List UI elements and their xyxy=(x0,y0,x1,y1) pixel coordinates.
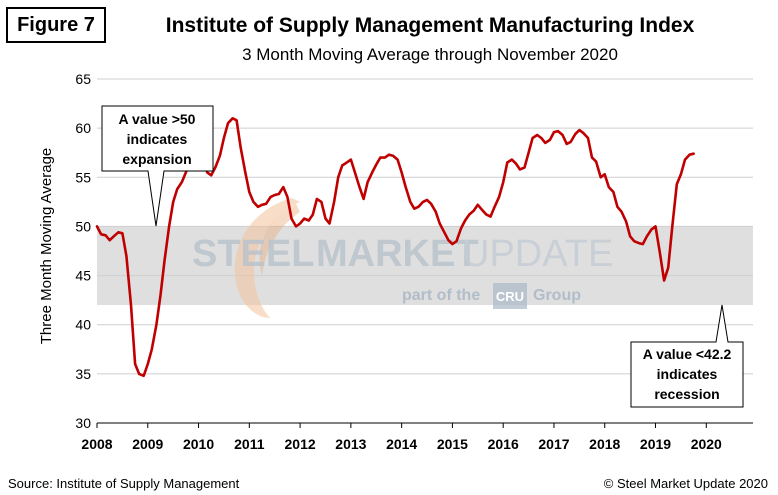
chart-canvas: STEEL MARKET UPDATE part of the CRU Grou… xyxy=(38,71,753,452)
x-tick-label: 2019 xyxy=(640,436,671,452)
annotation-expansion-line-2: indicates xyxy=(127,131,188,147)
x-tick-label: 2020 xyxy=(691,436,722,452)
y-tick-label: 50 xyxy=(75,218,91,234)
chart-subtitle: 3 Month Moving Average through November … xyxy=(242,45,618,64)
watermark-sub-left: part of the xyxy=(402,287,480,304)
watermark: STEEL MARKET UPDATE part of the CRU Grou… xyxy=(192,198,613,318)
x-tick-label: 2010 xyxy=(183,436,214,452)
x-tick-label: 2012 xyxy=(285,436,316,452)
watermark-swoosh-inner xyxy=(259,204,300,276)
annotation-expansion: A value >50 indicates expansion xyxy=(101,105,214,227)
annotation-expansion-line-3: expansion xyxy=(122,151,191,167)
watermark-word-steel: STEEL xyxy=(192,233,314,275)
x-tick-label: 2015 xyxy=(437,436,468,452)
x-tick-label: 2016 xyxy=(488,436,519,452)
figure-label: Figure 7 xyxy=(6,7,106,43)
x-tick-label: 2008 xyxy=(81,436,112,452)
x-tick-label: 2011 xyxy=(234,436,265,452)
watermark-sub-right: Group xyxy=(533,287,581,304)
annotation-recession-line-1: A value <42.2 xyxy=(643,346,732,362)
y-tick-label: 65 xyxy=(75,71,91,87)
annotation-expansion-line-1: A value >50 xyxy=(119,111,196,127)
annotation-recession-line-2: indicates xyxy=(657,366,718,382)
annotation-expansion-callout xyxy=(101,105,214,227)
x-tick-label: 2018 xyxy=(589,436,620,452)
chart-title: Institute of Supply Management Manufactu… xyxy=(165,14,695,37)
annotation-recession-callout xyxy=(630,304,744,408)
source-note: Source: Institute of Supply Management xyxy=(8,476,240,491)
watermark-cru-text: CRU xyxy=(496,289,524,304)
y-tick-label: 40 xyxy=(75,317,91,333)
y-tick-label: 30 xyxy=(75,415,91,431)
y-tick-label: 45 xyxy=(75,268,91,284)
watermark-cru-logo xyxy=(493,283,527,309)
annotation-recession: A value <42.2 indicates recession xyxy=(630,304,744,408)
y-axis-label: Three Month Moving Average xyxy=(38,148,55,345)
x-tick-label: 2014 xyxy=(386,436,417,452)
x-tick-label: 2017 xyxy=(538,436,569,452)
watermark-word-update: UPDATE xyxy=(462,233,613,275)
watermark-word-market: MARKET xyxy=(316,233,479,275)
shaded-band xyxy=(97,226,753,306)
x-tick-label: 2009 xyxy=(132,436,163,452)
y-tick-label: 55 xyxy=(75,169,91,185)
copyright-note: © Steel Market Update 2020 xyxy=(603,476,768,491)
annotation-recession-line-3: recession xyxy=(654,386,719,402)
watermark-swoosh xyxy=(234,198,300,318)
y-tick-label: 60 xyxy=(75,120,91,136)
y-tick-label: 35 xyxy=(75,366,91,382)
x-tick-label: 2013 xyxy=(335,436,366,452)
